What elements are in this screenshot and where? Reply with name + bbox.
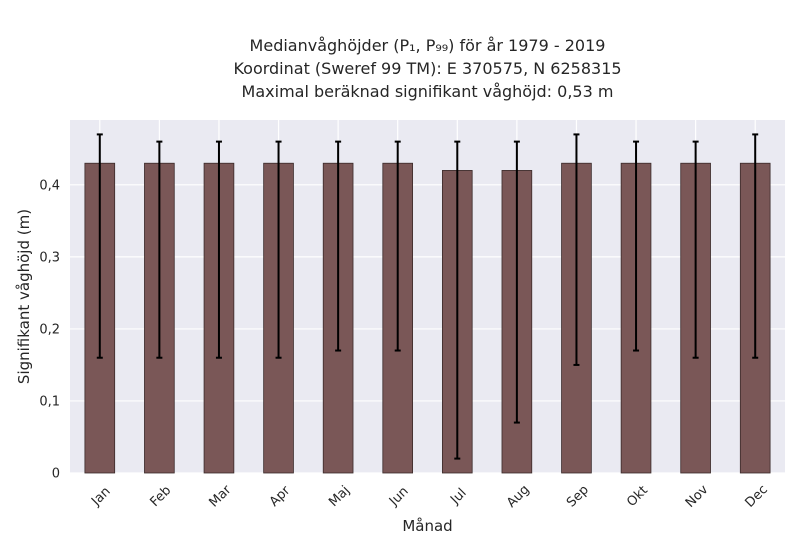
y-tick-label: 0,3 xyxy=(39,250,60,265)
x-tick-label: Maj xyxy=(326,483,353,510)
y-tick-label: 0,2 xyxy=(39,322,60,337)
x-tick-label: Jan xyxy=(88,484,113,509)
x-tick-label: Feb xyxy=(147,483,174,510)
x-tick-label: Aug xyxy=(504,482,533,511)
plot-area xyxy=(70,120,785,473)
x-tick-label: Dec xyxy=(743,482,771,510)
y-tick-label: 0,1 xyxy=(39,394,60,409)
x-axis-label: Månad xyxy=(402,517,452,535)
chart-title: Medianvåghöjder (P₁, P₉₉) för år 1979 - … xyxy=(70,34,785,103)
x-tick-label: Nov xyxy=(683,482,712,511)
error-bars xyxy=(96,133,759,460)
y-tick-label: 0 xyxy=(52,467,60,482)
y-tick-label: 0,4 xyxy=(39,178,60,193)
x-ticks: Jan Feb Mar Apr Maj Jun Jul Aug Sep Okt Nov Dec xyxy=(88,482,771,511)
x-tick-label: Mar xyxy=(207,482,235,510)
x-tick-label: Apr xyxy=(267,483,294,510)
x-tick-label: Jun xyxy=(386,484,412,510)
y-axis-label: Signifikant våghöjd (m) xyxy=(15,209,33,384)
x-tick-label: Okt xyxy=(624,483,651,510)
x-tick-label: Jul xyxy=(447,486,469,508)
y-ticks: 0 0,1 0,2 0,3 0,4 xyxy=(39,178,60,481)
title-line-3: Maximal beräknad signifikant våghöjd: 0,… xyxy=(241,82,614,101)
title-line-2: Koordinat (Sweref 99 TM): E 370575, N 62… xyxy=(233,59,622,78)
title-line-1: Medianvåghöjder (P₁, P₉₉) för år 1979 - … xyxy=(249,36,606,55)
x-tick-label: Sep xyxy=(564,483,592,511)
